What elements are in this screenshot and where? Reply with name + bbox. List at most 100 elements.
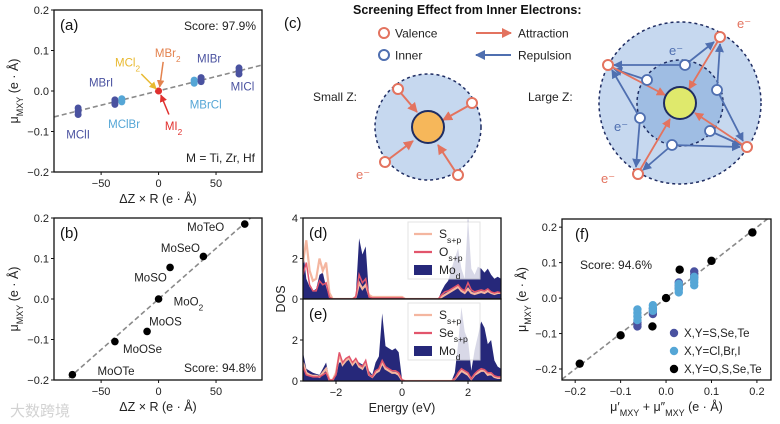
small-z-atom: e⁻ bbox=[356, 73, 482, 182]
data-point-x-y-cl-br-i bbox=[674, 279, 683, 289]
watermark: 大数跨境 bbox=[10, 402, 70, 420]
text-part: Energy (eV) bbox=[369, 401, 436, 415]
data-point-x-y-cl-br-i bbox=[690, 272, 699, 282]
legend-inner: Inner bbox=[395, 49, 422, 63]
y-tick-label: 0.1 bbox=[542, 258, 557, 270]
text-part: (e · Å) bbox=[685, 399, 723, 414]
panel-label-f: (f) bbox=[575, 226, 589, 243]
text-part: Mo bbox=[439, 344, 456, 358]
legend-marker bbox=[669, 328, 679, 338]
y-tick-label: 0.2 bbox=[34, 5, 49, 17]
annotation-label: MBr2 bbox=[155, 48, 181, 64]
data-point bbox=[111, 337, 119, 346]
dos-line bbox=[303, 352, 501, 381]
annotation-label: MClBr bbox=[108, 119, 140, 131]
subscript: d bbox=[456, 271, 461, 281]
text-part: MoOTe bbox=[98, 366, 135, 378]
point-label: MoSO bbox=[134, 273, 167, 285]
x-axis-label: ΔZ × R (e · Å) bbox=[119, 191, 196, 206]
text-part: MCl bbox=[115, 58, 135, 70]
repulsion-arrow bbox=[684, 41, 715, 66]
point-label: MoOSe bbox=[123, 344, 162, 356]
legend-label: Ss+p bbox=[439, 227, 461, 245]
electron-label: e⁻ bbox=[737, 16, 751, 31]
dos-line bbox=[303, 240, 501, 299]
text-part: MBrI bbox=[89, 77, 113, 89]
annotation-label: MBrI bbox=[89, 77, 113, 89]
y-axis-label: μMXY (e · Å) bbox=[6, 267, 25, 332]
x-tick-label: −0.1 bbox=[610, 386, 632, 398]
data-point-x-y-cl-br-i bbox=[633, 315, 642, 325]
data-point-x-y-o-s-se-te bbox=[616, 331, 625, 340]
legend-label: Ses+p bbox=[439, 326, 468, 344]
inner-electron bbox=[704, 125, 716, 137]
text-part: MoOSe bbox=[123, 344, 162, 356]
attraction-arrow bbox=[639, 118, 671, 171]
text-part: + μ″ bbox=[639, 400, 665, 414]
nucleus-large bbox=[663, 86, 697, 120]
y-tick-label: 2 bbox=[292, 254, 298, 266]
data-point-x-y-s-se-te bbox=[633, 322, 642, 331]
data-point bbox=[240, 220, 249, 228]
y-tick-label: −0.2 bbox=[27, 167, 49, 179]
valence-electron bbox=[452, 169, 464, 181]
panel-f: −0.2 −0.1 0.0 0.1 0.2 −0.2 −0.1 0.0 0.1 0.2 (f) Sco… bbox=[514, 218, 772, 418]
panel-c-diagram: (c) Screening Effect from Inner Electron… bbox=[284, 3, 762, 186]
inner-electron bbox=[641, 74, 653, 86]
inner-electron bbox=[634, 112, 646, 124]
electron-label: e⁻ bbox=[601, 171, 615, 186]
y-tick-label: 0 bbox=[292, 294, 298, 306]
y-tick-label: 0 bbox=[292, 376, 298, 388]
text-part: μ bbox=[7, 324, 21, 331]
repulsion-arrow bbox=[671, 142, 741, 152]
data-point bbox=[143, 327, 151, 336]
y-tick-label: 0.1 bbox=[34, 254, 49, 266]
repulsion-arrow bbox=[714, 43, 724, 91]
attraction-arrow bbox=[694, 112, 744, 146]
subscript: 2 bbox=[178, 128, 183, 137]
text-part: (e · Å) bbox=[514, 267, 529, 305]
inner-electron-legend-icon bbox=[378, 49, 390, 61]
inner-electron bbox=[711, 84, 723, 96]
data-point-x-y-o-s-se-te bbox=[675, 265, 684, 274]
repulsion-arrow bbox=[632, 117, 642, 168]
subscript: MXY bbox=[665, 408, 685, 418]
inner-electron bbox=[666, 139, 678, 151]
valence-electron bbox=[379, 156, 391, 168]
text-part: ΔZ × R (e · Å) bbox=[119, 399, 196, 414]
text-part: (e · Å) bbox=[6, 59, 21, 97]
subscript: s+p bbox=[454, 334, 468, 344]
repulsion-arrow bbox=[611, 69, 641, 119]
panel-label-e: (e) bbox=[309, 306, 327, 323]
text-part: MIBr bbox=[197, 54, 221, 66]
valence-electron-legend-icon bbox=[378, 27, 390, 39]
legend-label: Mod bbox=[439, 263, 461, 281]
score-label: Score: 97.9% bbox=[184, 19, 256, 33]
x-tick-label: 0 bbox=[156, 386, 162, 398]
data-point-mclbr bbox=[118, 98, 126, 106]
annotation-label: MClI bbox=[66, 129, 90, 141]
panel-label-a: (a) bbox=[60, 17, 78, 34]
text-part: (e · Å) bbox=[6, 267, 21, 305]
x-tick-label: 0.2 bbox=[749, 386, 764, 398]
legend-marker bbox=[669, 346, 679, 356]
data-point-mbrcl bbox=[190, 76, 198, 84]
point-label: MoTeO bbox=[187, 222, 224, 234]
inner-electron bbox=[679, 59, 691, 71]
y-tick-label: −0.1 bbox=[27, 335, 49, 347]
valence-electron bbox=[466, 97, 478, 109]
panel-label-b: (b) bbox=[60, 225, 78, 242]
data-point bbox=[199, 252, 208, 261]
data-point bbox=[154, 295, 163, 303]
data-point bbox=[166, 263, 174, 272]
text-part: MoTeO bbox=[187, 222, 224, 234]
text-part: MoSO bbox=[134, 273, 167, 285]
legend-swatch bbox=[414, 265, 432, 275]
note-label: M = Ti, Zr, Hf bbox=[186, 151, 256, 165]
text-part: μ′ bbox=[610, 400, 620, 414]
point-label: MoO2 bbox=[174, 296, 204, 312]
plot-content bbox=[68, 218, 252, 379]
x-tick-label: 50 bbox=[210, 386, 222, 398]
